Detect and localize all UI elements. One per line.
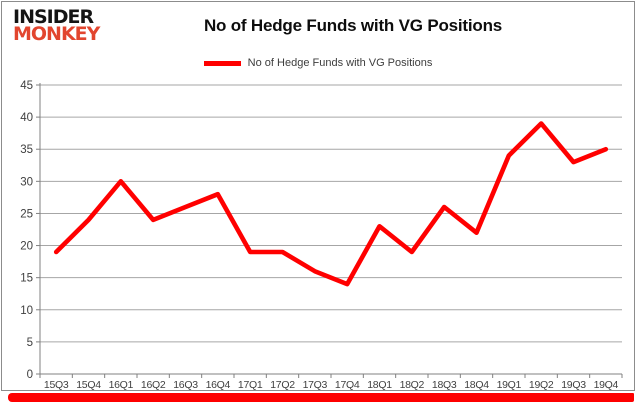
xtick-label-19Q2: 19Q2 xyxy=(529,379,554,391)
ytick-label-30: 30 xyxy=(20,176,33,188)
xtick-label-17Q3: 17Q3 xyxy=(303,379,328,391)
ytick-label-20: 20 xyxy=(20,241,33,253)
legend-label: No of Hedge Funds with VG Positions xyxy=(247,57,433,69)
logo-line-insider: INSIDER xyxy=(13,6,94,28)
xtick-label-19Q3: 19Q3 xyxy=(561,379,586,391)
ytick-label-35: 35 xyxy=(20,144,33,156)
ytick-label-10: 10 xyxy=(20,305,33,317)
xtick-label-16Q4: 16Q4 xyxy=(206,379,231,391)
series-line-0 xyxy=(53,121,609,287)
xtick-label-18Q2: 18Q2 xyxy=(400,379,425,391)
xtick-label-16Q3: 16Q3 xyxy=(173,379,198,391)
xtick-label-19Q1: 19Q1 xyxy=(497,379,522,391)
chart-legend: No of Hedge Funds with VG Positions xyxy=(0,57,636,69)
chart-title: No of Hedge Funds with VG Positions xyxy=(203,16,503,35)
ytick-label-45: 45 xyxy=(20,80,33,92)
xtick-label-17Q1: 17Q1 xyxy=(238,379,263,391)
ytick-label-5: 5 xyxy=(27,337,33,349)
xtick-label-15Q4: 15Q4 xyxy=(76,379,101,391)
ytick-label-40: 40 xyxy=(20,112,33,124)
insider-monkey-logo: INSIDER MONKEY xyxy=(13,6,100,46)
xtick-label-16Q2: 16Q2 xyxy=(141,379,166,391)
xtick-label-17Q2: 17Q2 xyxy=(270,379,295,391)
xtick-label-18Q4: 18Q4 xyxy=(464,379,489,391)
bottom-red-bar xyxy=(8,393,634,402)
xtick-label-18Q3: 18Q3 xyxy=(432,379,457,391)
legend-line-swatch xyxy=(203,60,241,66)
xtick-label-18Q1: 18Q1 xyxy=(367,379,392,391)
ytick-label-15: 15 xyxy=(20,273,33,285)
ytick-label-0: 0 xyxy=(27,369,33,381)
logo-line-monkey: MONKEY xyxy=(13,23,100,46)
xtick-label-16Q1: 16Q1 xyxy=(109,379,134,391)
xtick-label-19Q4: 19Q4 xyxy=(594,379,619,391)
ytick-label-25: 25 xyxy=(20,208,33,220)
xtick-label-15Q3: 15Q3 xyxy=(44,379,69,391)
xtick-label-17Q4: 17Q4 xyxy=(335,379,360,391)
